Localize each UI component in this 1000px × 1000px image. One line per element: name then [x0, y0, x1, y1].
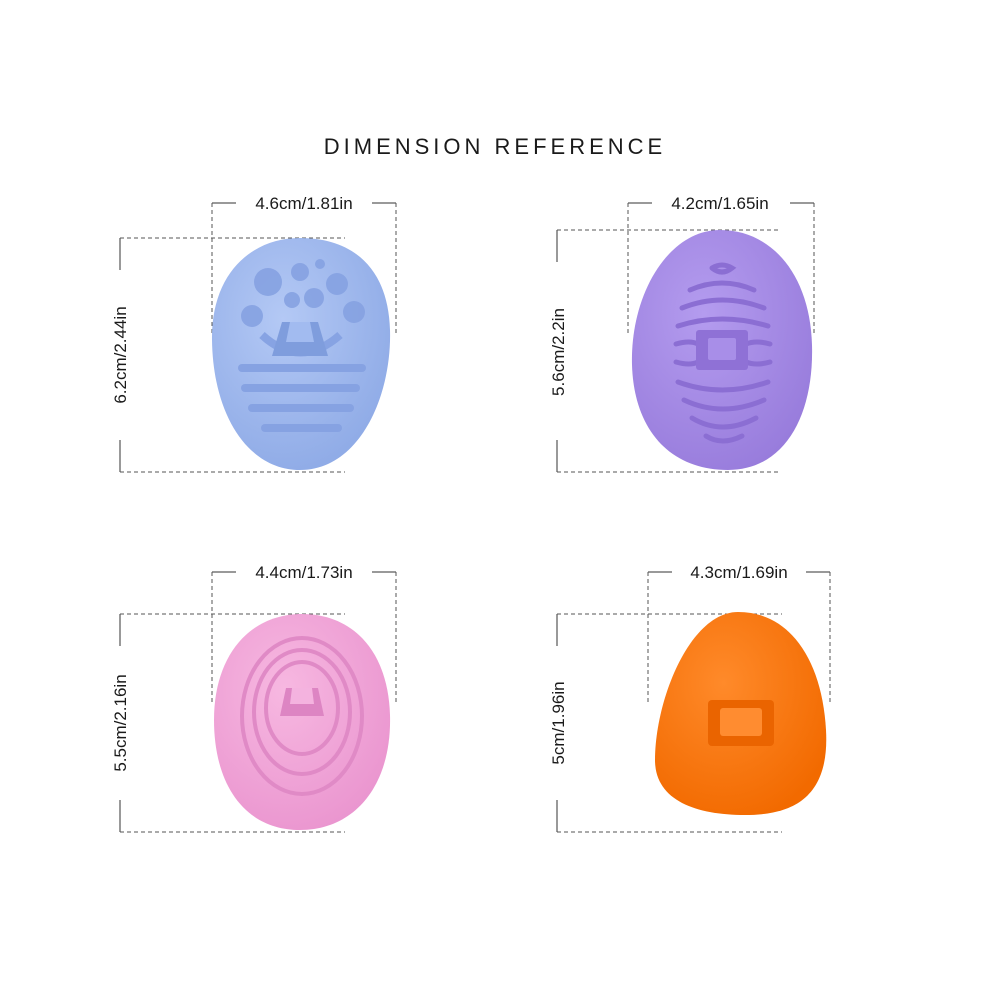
height-label: 6.2cm/2.44in: [111, 306, 130, 403]
width-label: 4.3cm/1.69in: [690, 563, 787, 582]
bubble-texture: [241, 259, 365, 327]
height-dimension: 5cm/1.96in: [549, 613, 782, 833]
width-dimension: 4.2cm/1.65in: [627, 194, 815, 335]
pink-silicone-pad: [214, 614, 391, 830]
height-label: 5.6cm/2.2in: [549, 308, 568, 396]
height-dimension: 5.6cm/2.2in: [549, 229, 780, 473]
center-nub: [696, 330, 748, 370]
product-item-blue: 4.6cm/1.81in 6.2cm/2.44in: [111, 194, 397, 473]
wavy-ridge-texture: [673, 262, 773, 444]
width-dimension: 4.3cm/1.69in: [647, 563, 831, 705]
concentric-ring-texture: [240, 636, 364, 796]
width-label: 4.4cm/1.73in: [255, 563, 352, 582]
height-dimension: 5.5cm/2.16in: [111, 613, 345, 833]
ridge-texture: [238, 364, 366, 432]
center-nub: [280, 688, 324, 716]
width-dimension: 4.4cm/1.73in: [211, 563, 397, 705]
page-title: DIMENSION REFERENCE: [323, 134, 667, 159]
center-nub: [272, 322, 328, 356]
product-item-pink: 4.4cm/1.73in 5.5cm/2.16in: [111, 563, 397, 833]
width-dimension: 4.6cm/1.81in: [211, 194, 397, 335]
product-item-purple: 4.2cm/1.65in 5.6cm/2.2in: [549, 194, 815, 473]
height-label: 5cm/1.96in: [549, 681, 568, 764]
height-label: 5.5cm/2.16in: [111, 674, 130, 771]
width-label: 4.2cm/1.65in: [671, 194, 768, 213]
height-dimension: 6.2cm/2.44in: [111, 237, 345, 473]
product-item-orange: 4.3cm/1.69in 5cm/1.96in: [549, 563, 831, 833]
width-label: 4.6cm/1.81in: [255, 194, 352, 213]
center-nub: [708, 700, 774, 746]
